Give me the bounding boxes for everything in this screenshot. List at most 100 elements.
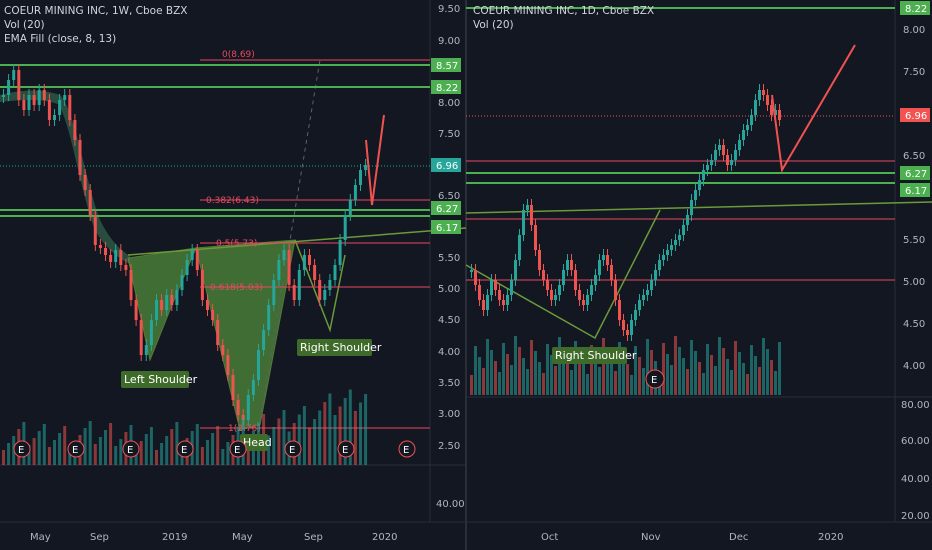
candle-body [308, 255, 311, 265]
candle-body [119, 250, 123, 265]
candle-body [550, 290, 553, 300]
right-candles [470, 84, 781, 341]
candle-body [634, 310, 637, 320]
volume-bar [738, 352, 741, 395]
candle-body [610, 265, 613, 280]
candle-body [762, 90, 765, 95]
candle-body [658, 260, 661, 270]
candle-body [22, 100, 26, 110]
level-tag: 8.57 [436, 61, 458, 72]
volume-bar [742, 363, 745, 395]
candle-body [498, 290, 501, 300]
price-tick: 8.00 [903, 25, 925, 36]
level-tag: 8.22 [905, 4, 927, 15]
volume-bar [634, 346, 637, 395]
volume-bar [546, 344, 549, 395]
volume-bar [714, 366, 717, 395]
candle-body [558, 285, 561, 295]
candle-body [778, 110, 781, 120]
left-price-axis[interactable]: 9.50 9.00 8.00 7.50 6.50 5.50 5.00 4.50 … [436, 4, 465, 510]
candle-body [490, 280, 493, 295]
volume-bar [348, 389, 352, 465]
candle-body [746, 125, 749, 130]
earnings-marker-label: E [181, 445, 187, 456]
candle-body [694, 190, 697, 200]
candle-body [27, 95, 31, 110]
candle-body [323, 290, 327, 300]
right-shoulder-label-bg [297, 339, 372, 356]
candle-body [359, 170, 362, 185]
candle-body [594, 275, 597, 285]
volume-bar [27, 445, 31, 465]
candle-body [287, 250, 291, 285]
earnings-marker-icon [13, 440, 31, 458]
volume-bar [226, 442, 230, 465]
candle-body [170, 295, 174, 305]
volume-bar [526, 369, 529, 395]
candle-body [37, 90, 41, 105]
volume-bar [618, 342, 621, 395]
level-tag: 6.17 [436, 223, 458, 234]
earnings-marker-label: E [234, 445, 240, 456]
volume-bar [323, 402, 327, 465]
candle-body [582, 300, 585, 305]
earnings-marker-icon [398, 440, 416, 458]
volume-bar [359, 402, 362, 465]
right-chart-title[interactable]: COEUR MINING INC, 1D, Cboe BZX [473, 5, 655, 17]
time-tick: Sep [90, 532, 109, 543]
candle-body [93, 215, 97, 245]
volume-bar [206, 440, 209, 465]
volume-bar [630, 375, 633, 395]
volume-bar [482, 368, 485, 395]
candle-body [73, 120, 77, 140]
right-shoulder-label: Right Shoulder [300, 341, 382, 354]
left-chart-title[interactable]: COEUR MINING INC, 1W, Cboe BZX [4, 5, 188, 17]
right-price-axis[interactable]: 8.00 7.50 6.50 5.50 5.00 4.50 4.00 80.00… [901, 25, 930, 522]
volume-bar [144, 434, 148, 465]
right-chart-panel[interactable] [466, 0, 932, 550]
candle-body [338, 240, 342, 265]
left-indicator-ema[interactable]: EMA Fill (close, 8, 13) [4, 33, 117, 45]
candle-body [318, 280, 322, 300]
candle-body [650, 280, 653, 290]
earnings-marker-label: E [72, 445, 78, 456]
neckline [465, 201, 932, 214]
candle-body [155, 300, 158, 320]
level-tag-bg [900, 166, 930, 180]
right-time-axis[interactable]: Oct Nov Dec 2020 [541, 532, 843, 543]
volume-bar [566, 359, 569, 395]
candle-body [526, 205, 529, 210]
projected-path [771, 44, 856, 174]
candle-body [12, 70, 16, 80]
candle-body [175, 290, 179, 305]
left-time-axis[interactable]: May Sep 2019 May Sep 2020 [30, 532, 397, 543]
candle-body [618, 300, 621, 320]
volume-bar [538, 362, 541, 395]
price-tick: 6.50 [903, 151, 925, 162]
volume-bar [530, 340, 533, 395]
volume-bar [522, 358, 525, 395]
volume-bar [622, 353, 625, 395]
candle-body [206, 300, 209, 310]
candle-body [690, 200, 693, 215]
right-shoulder-pattern [294, 239, 346, 333]
volume-tick: 80.00 [901, 400, 930, 411]
level-tag-bg [900, 1, 930, 15]
earnings-marker-icon[interactable] [645, 369, 665, 389]
projection-dashed-line [259, 59, 321, 421]
candle-body [562, 270, 565, 285]
right-chart: 8.00 7.50 6.50 5.50 5.00 4.50 4.00 80.00… [465, 0, 932, 543]
volume-bar [486, 339, 489, 395]
left-indicator-volume[interactable]: Vol (20) [4, 19, 45, 31]
volume-bar [353, 411, 357, 465]
candle-body [718, 145, 721, 150]
candle-body [328, 280, 332, 290]
candle-body [144, 345, 148, 355]
candle-body [353, 185, 357, 200]
volume-bar [474, 346, 477, 395]
volume-bar [518, 347, 521, 395]
volume-bar [606, 349, 609, 395]
volume-bar [694, 351, 697, 395]
right-indicator-volume[interactable]: Vol (20) [473, 19, 514, 31]
volume-bar [698, 362, 701, 395]
